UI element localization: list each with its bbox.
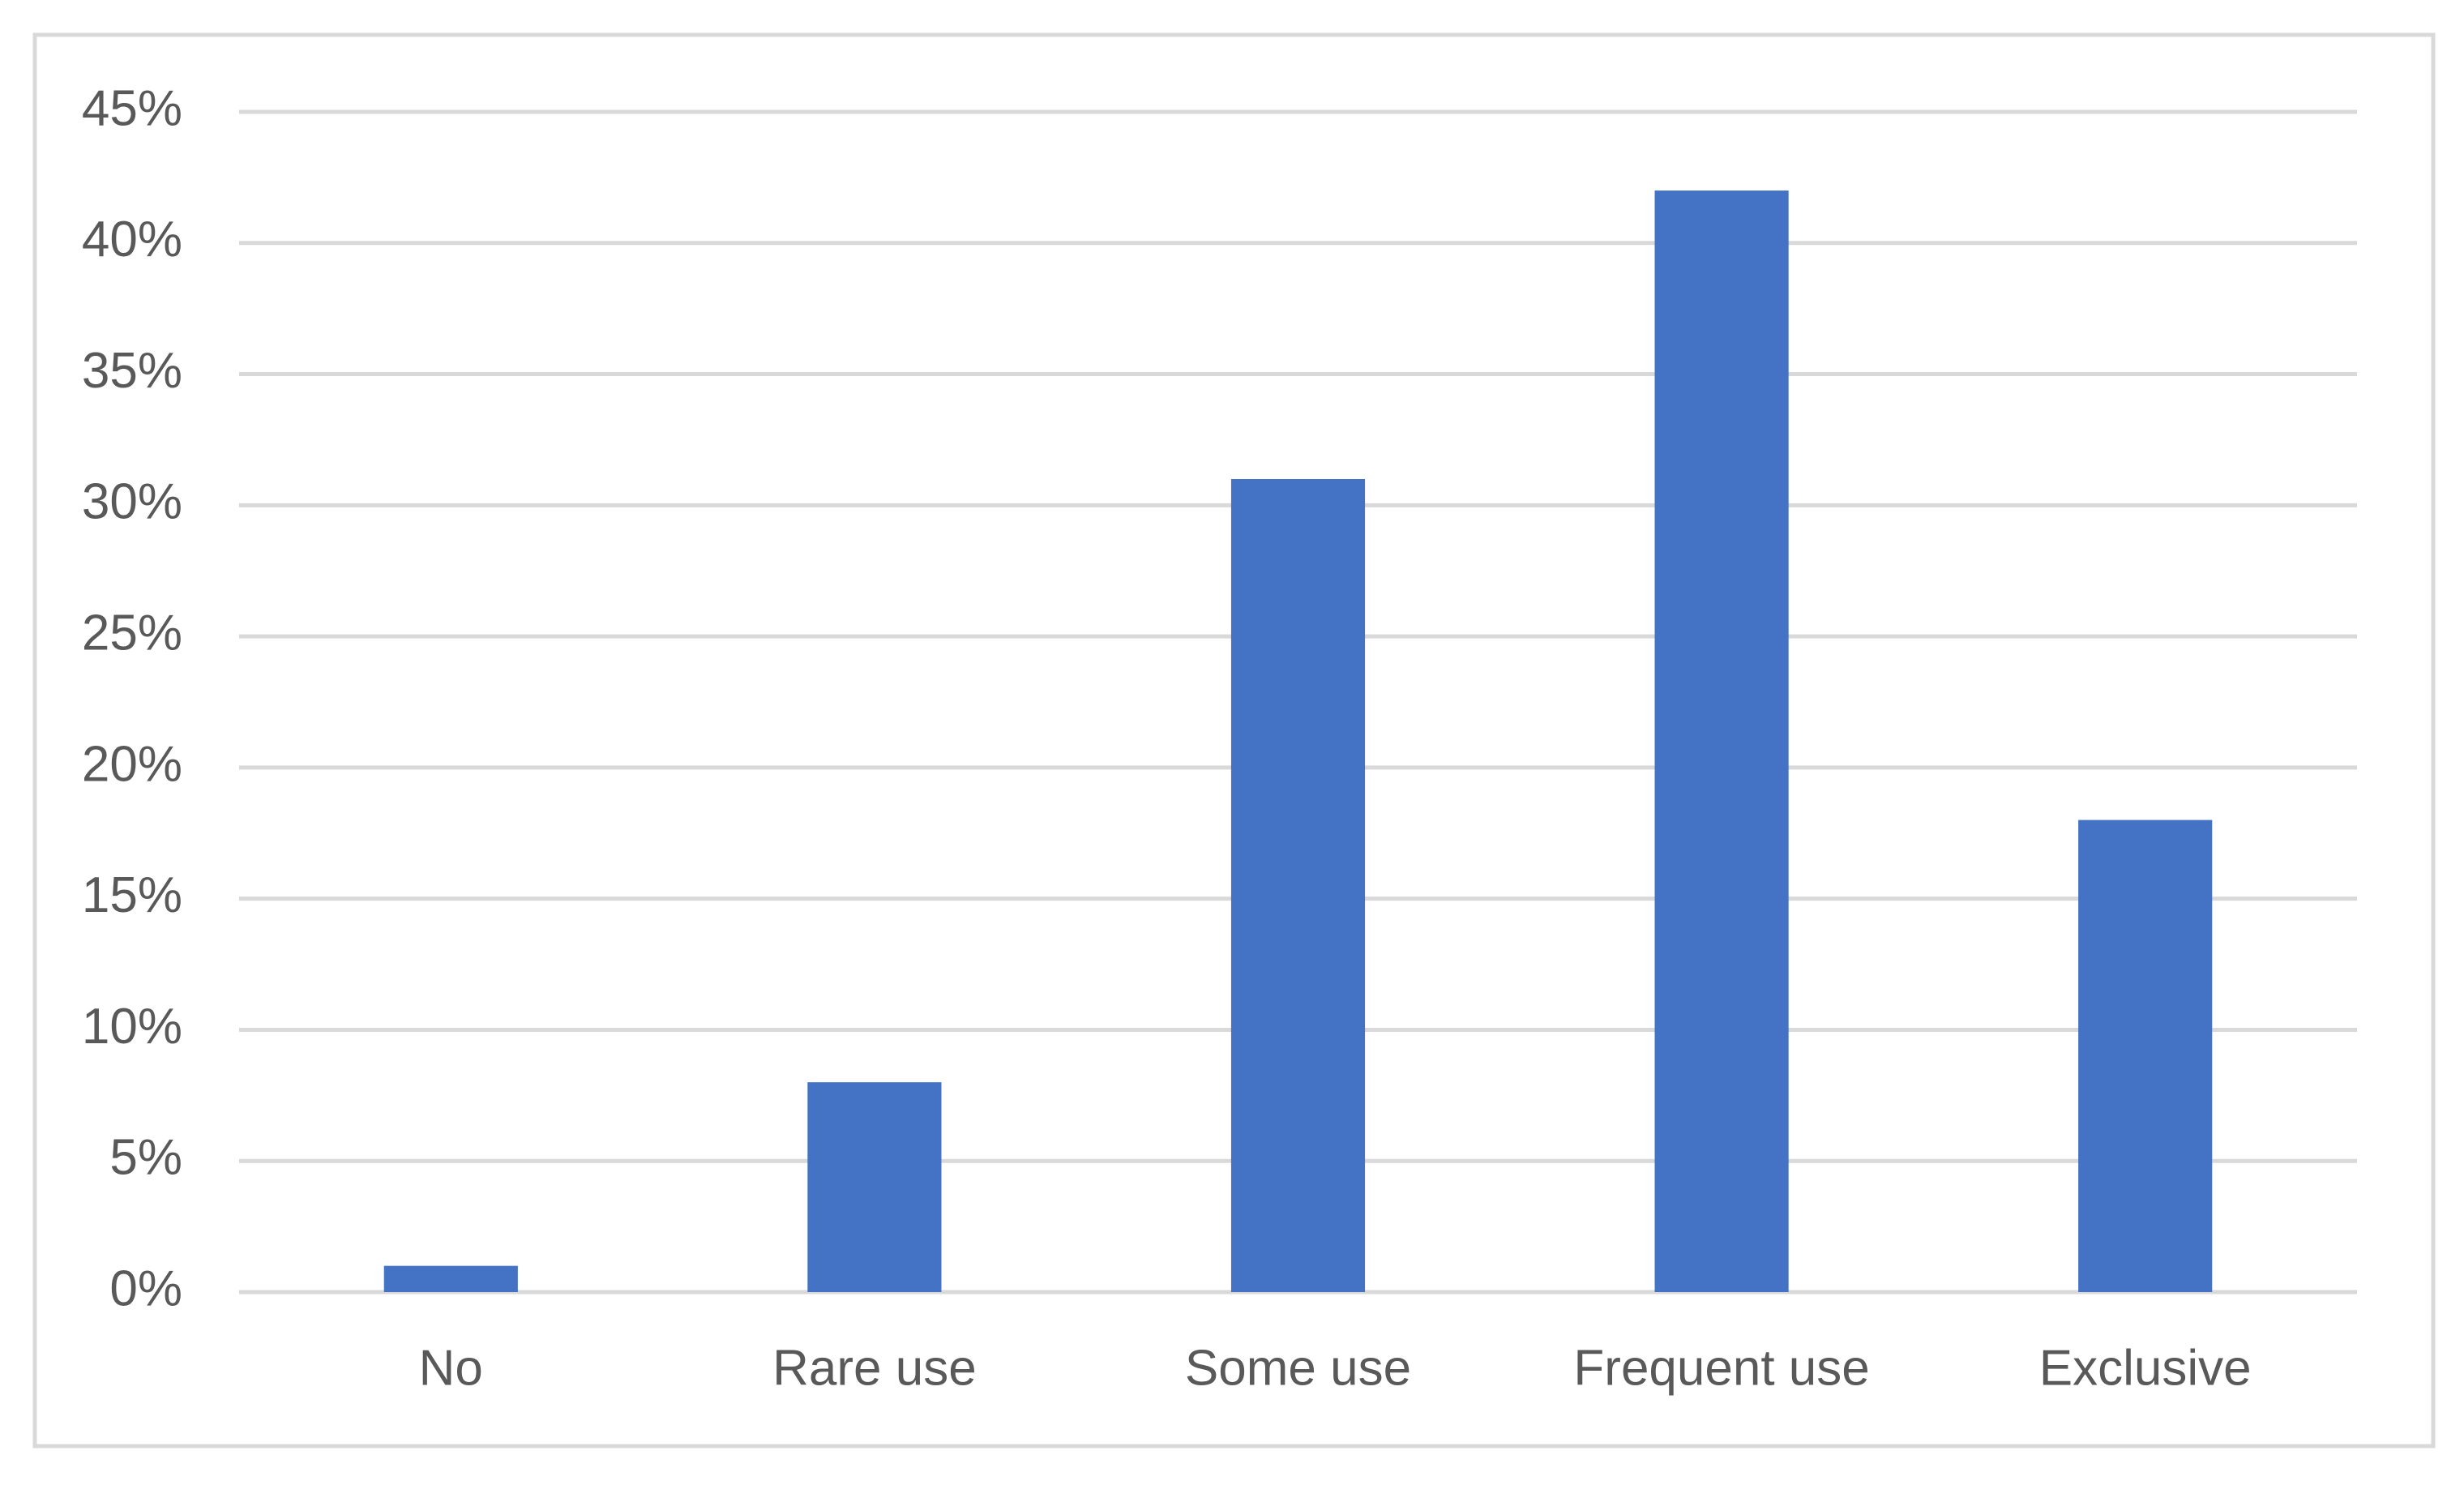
- y-tick-label: 45%: [82, 80, 182, 136]
- bar: [1230, 478, 1366, 1292]
- y-tick-label: 0%: [109, 1260, 182, 1316]
- x-tick-label: Exclusive: [2039, 1340, 2252, 1396]
- y-tick-label: 20%: [82, 736, 182, 792]
- x-tick-label: Some use: [1185, 1340, 1411, 1396]
- bar: [383, 1265, 518, 1292]
- x-tick-label: Rare use: [772, 1340, 977, 1396]
- y-tick-label: 40%: [82, 212, 182, 267]
- y-tick-label: 35%: [82, 343, 182, 399]
- y-tick-label: 10%: [82, 999, 182, 1055]
- y-tick-label: 15%: [82, 867, 182, 923]
- y-tick-label: 5%: [109, 1130, 182, 1186]
- bar: [1654, 190, 1789, 1293]
- x-tick-label: No: [419, 1340, 483, 1396]
- y-tick-label: 25%: [82, 605, 182, 661]
- bar: [807, 1082, 942, 1292]
- x-tick-label: Frequent use: [1573, 1340, 1869, 1396]
- y-tick-label: 30%: [82, 474, 182, 530]
- bar: [2078, 820, 2213, 1292]
